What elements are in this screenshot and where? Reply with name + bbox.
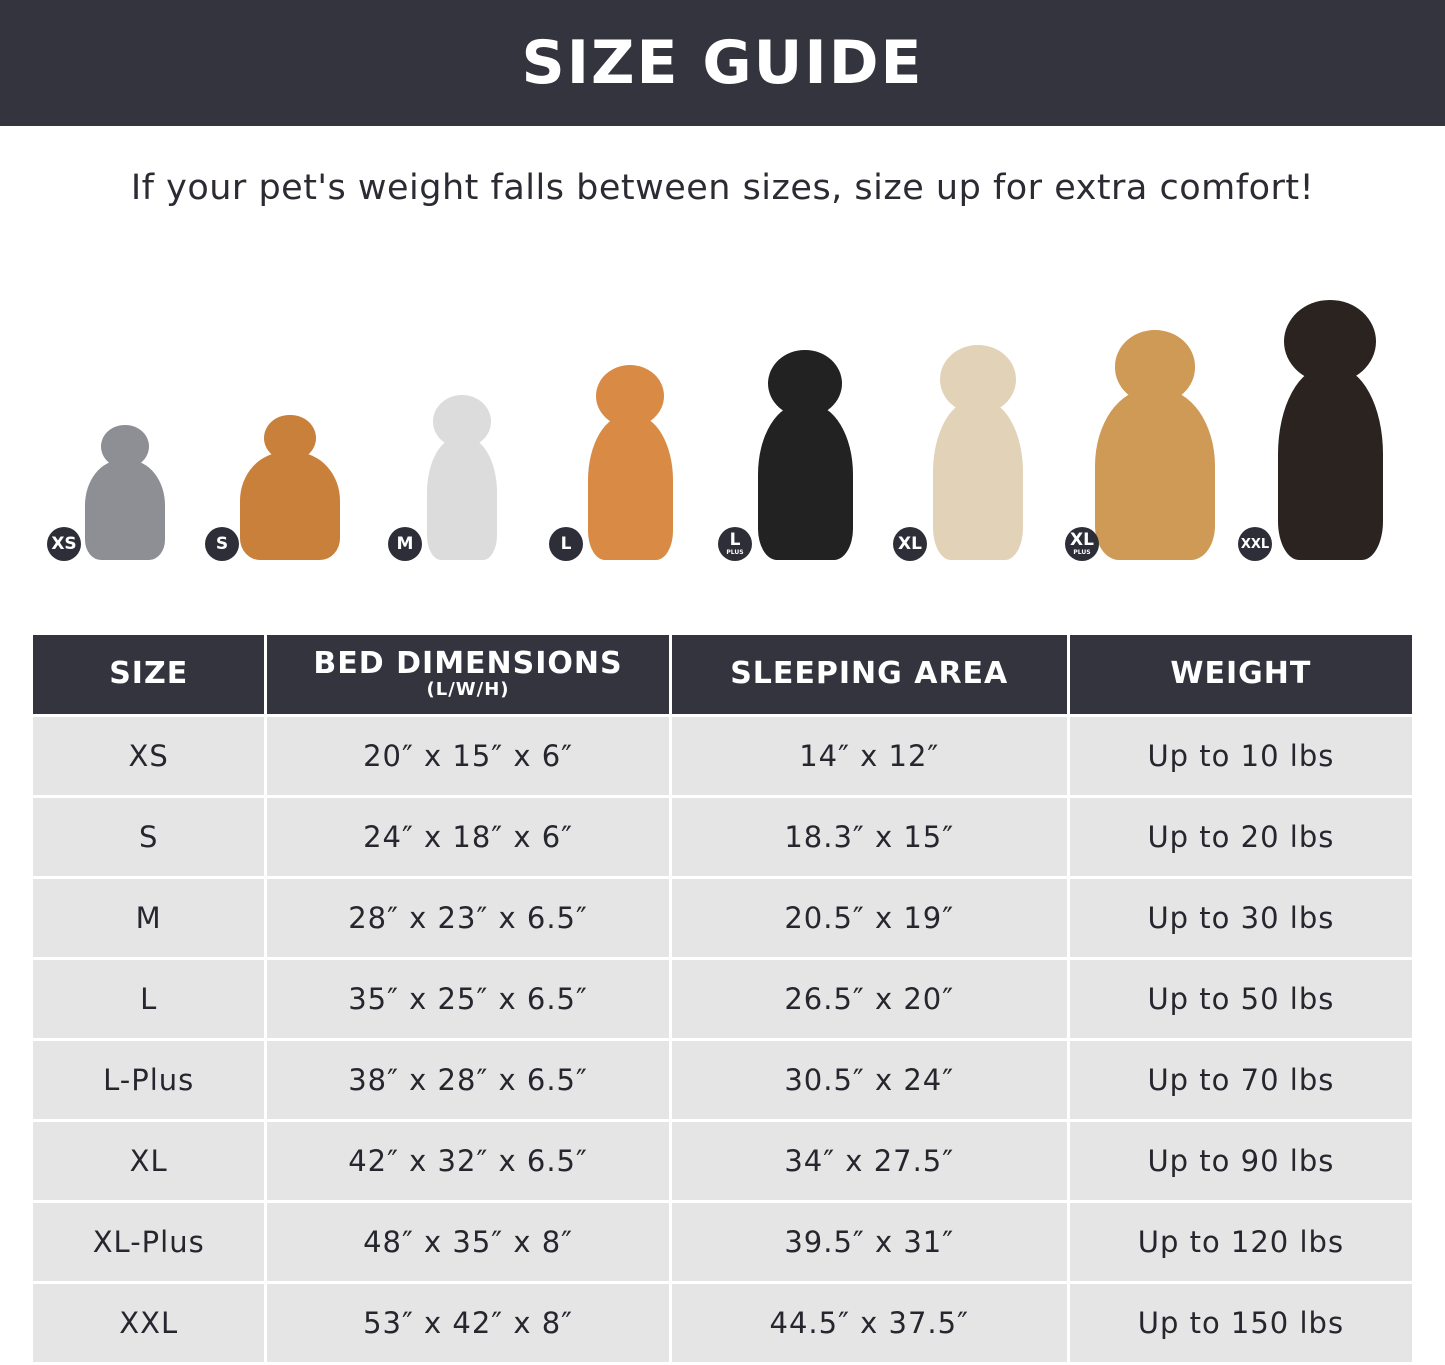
cell-sleeping-area: 39.5″ x 31″ bbox=[668, 1199, 1070, 1284]
badge-label: XS bbox=[51, 533, 77, 554]
table-row: XS 20″ x 15″ x 6″ 14″ x 12″ Up to 10 lbs bbox=[29, 713, 1416, 798]
cell-bed-dimensions: 42″ x 32″ x 6.5″ bbox=[264, 1118, 672, 1203]
cell-weight: Up to 50 lbs bbox=[1066, 956, 1416, 1041]
pet-image-labrador bbox=[933, 345, 1023, 560]
cell-size: XL bbox=[29, 1118, 268, 1203]
badge-label: S bbox=[215, 533, 229, 554]
cell-bed-dimensions: 48″ x 35″ x 8″ bbox=[264, 1199, 672, 1284]
cell-weight: Up to 150 lbs bbox=[1066, 1280, 1416, 1365]
page-title: SIZE GUIDE bbox=[521, 28, 924, 98]
pet-image-doberman bbox=[1277, 300, 1383, 560]
cell-bed-dimensions: 53″ x 42″ x 8″ bbox=[264, 1280, 672, 1365]
cell-bed-dimensions: 38″ x 28″ x 6.5″ bbox=[264, 1037, 672, 1122]
size-badge: S bbox=[205, 527, 239, 561]
cell-weight: Up to 30 lbs bbox=[1066, 875, 1416, 960]
cell-sleeping-area: 26.5″ x 20″ bbox=[668, 956, 1070, 1041]
badge-sublabel: PLUS bbox=[1073, 549, 1091, 556]
cell-size: M bbox=[29, 875, 268, 960]
cell-size: S bbox=[29, 794, 268, 879]
badge-label: XXL bbox=[1240, 536, 1270, 552]
size-table: SIZE BED DIMENSIONS (L/W/H) SLEEPING AREA… bbox=[29, 635, 1416, 1365]
badge-label: M bbox=[396, 533, 414, 554]
header-banner: SIZE GUIDE bbox=[0, 0, 1445, 126]
pet-image-golden-retriever bbox=[1095, 330, 1215, 560]
cell-sleeping-area: 34″ x 27.5″ bbox=[668, 1118, 1070, 1203]
size-badge: XL PLUS bbox=[1065, 527, 1099, 561]
pet-image-pomeranian bbox=[240, 415, 340, 560]
cell-weight: Up to 120 lbs bbox=[1066, 1199, 1416, 1284]
cell-size: XXL bbox=[29, 1280, 268, 1365]
table-row: S 24″ x 18″ x 6″ 18.3″ x 15″ Up to 20 lbs bbox=[29, 794, 1416, 879]
cell-bed-dimensions: 28″ x 23″ x 6.5″ bbox=[264, 875, 672, 960]
badge-label: XL bbox=[898, 533, 922, 554]
pet-image-border-collie bbox=[757, 350, 853, 560]
pet-image-gray-cat bbox=[85, 425, 165, 560]
size-badge: L PLUS bbox=[718, 527, 752, 561]
cell-weight: Up to 70 lbs bbox=[1066, 1037, 1416, 1122]
table-row: XXL 53″ x 42″ x 8″ 44.5″ x 37.5″ Up to 150 … bbox=[29, 1280, 1416, 1365]
badge-label: L bbox=[560, 533, 572, 554]
header-sleeping-area: SLEEPING AREA bbox=[668, 635, 1070, 715]
cell-size: XS bbox=[29, 713, 268, 798]
table-row: M 28″ x 23″ x 6.5″ 20.5″ x 19″ Up to 30 lbs bbox=[29, 875, 1416, 960]
size-badge: XL bbox=[893, 527, 927, 561]
size-badge: XS bbox=[47, 527, 81, 561]
pet-image-french-bulldog bbox=[427, 395, 497, 560]
cell-sleeping-area: 30.5″ x 24″ bbox=[668, 1037, 1070, 1122]
header-weight: WEIGHT bbox=[1066, 635, 1416, 715]
size-badge: XXL bbox=[1238, 527, 1272, 561]
cell-bed-dimensions: 35″ x 25″ x 6.5″ bbox=[264, 956, 672, 1041]
cell-sleeping-area: 20.5″ x 19″ bbox=[668, 875, 1070, 960]
cell-sleeping-area: 18.3″ x 15″ bbox=[668, 794, 1070, 879]
header-bed-dimensions: BED DIMENSIONS (L/W/H) bbox=[264, 635, 672, 715]
badge-label: XL bbox=[1070, 530, 1094, 550]
table-row: L 35″ x 25″ x 6.5″ 26.5″ x 20″ Up to 50 lbs bbox=[29, 956, 1416, 1041]
cell-weight: Up to 20 lbs bbox=[1066, 794, 1416, 879]
cell-weight: Up to 10 lbs bbox=[1066, 713, 1416, 798]
table-row: XL 42″ x 32″ x 6.5″ 34″ x 27.5″ Up to 90 lb… bbox=[29, 1118, 1416, 1203]
size-badge: L bbox=[549, 527, 583, 561]
cell-bed-dimensions: 20″ x 15″ x 6″ bbox=[264, 713, 672, 798]
cell-size: L bbox=[29, 956, 268, 1041]
cell-weight: Up to 90 lbs bbox=[1066, 1118, 1416, 1203]
subtitle: If your pet's weight falls between sizes… bbox=[130, 168, 1315, 208]
size-badge: M bbox=[388, 527, 422, 561]
header-size: SIZE bbox=[29, 635, 268, 715]
table-row: XL-Plus 48″ x 35″ x 8″ 39.5″ x 31″ Up to 12… bbox=[29, 1199, 1416, 1284]
table-row: L-Plus 38″ x 28″ x 6.5″ 30.5″ x 24″ Up to 7… bbox=[29, 1037, 1416, 1122]
cell-sleeping-area: 14″ x 12″ bbox=[668, 713, 1070, 798]
badge-sublabel: PLUS bbox=[726, 549, 744, 556]
cell-size: XL-Plus bbox=[29, 1199, 268, 1284]
cell-size: L-Plus bbox=[29, 1037, 268, 1122]
badge-label: L bbox=[729, 530, 741, 550]
cell-sleeping-area: 44.5″ x 37.5″ bbox=[668, 1280, 1070, 1365]
cell-bed-dimensions: 24″ x 18″ x 6″ bbox=[264, 794, 672, 879]
pet-image-shiba-inu bbox=[587, 365, 673, 560]
table-header-row: SIZE BED DIMENSIONS (L/W/H) SLEEPING AREA… bbox=[29, 635, 1416, 715]
